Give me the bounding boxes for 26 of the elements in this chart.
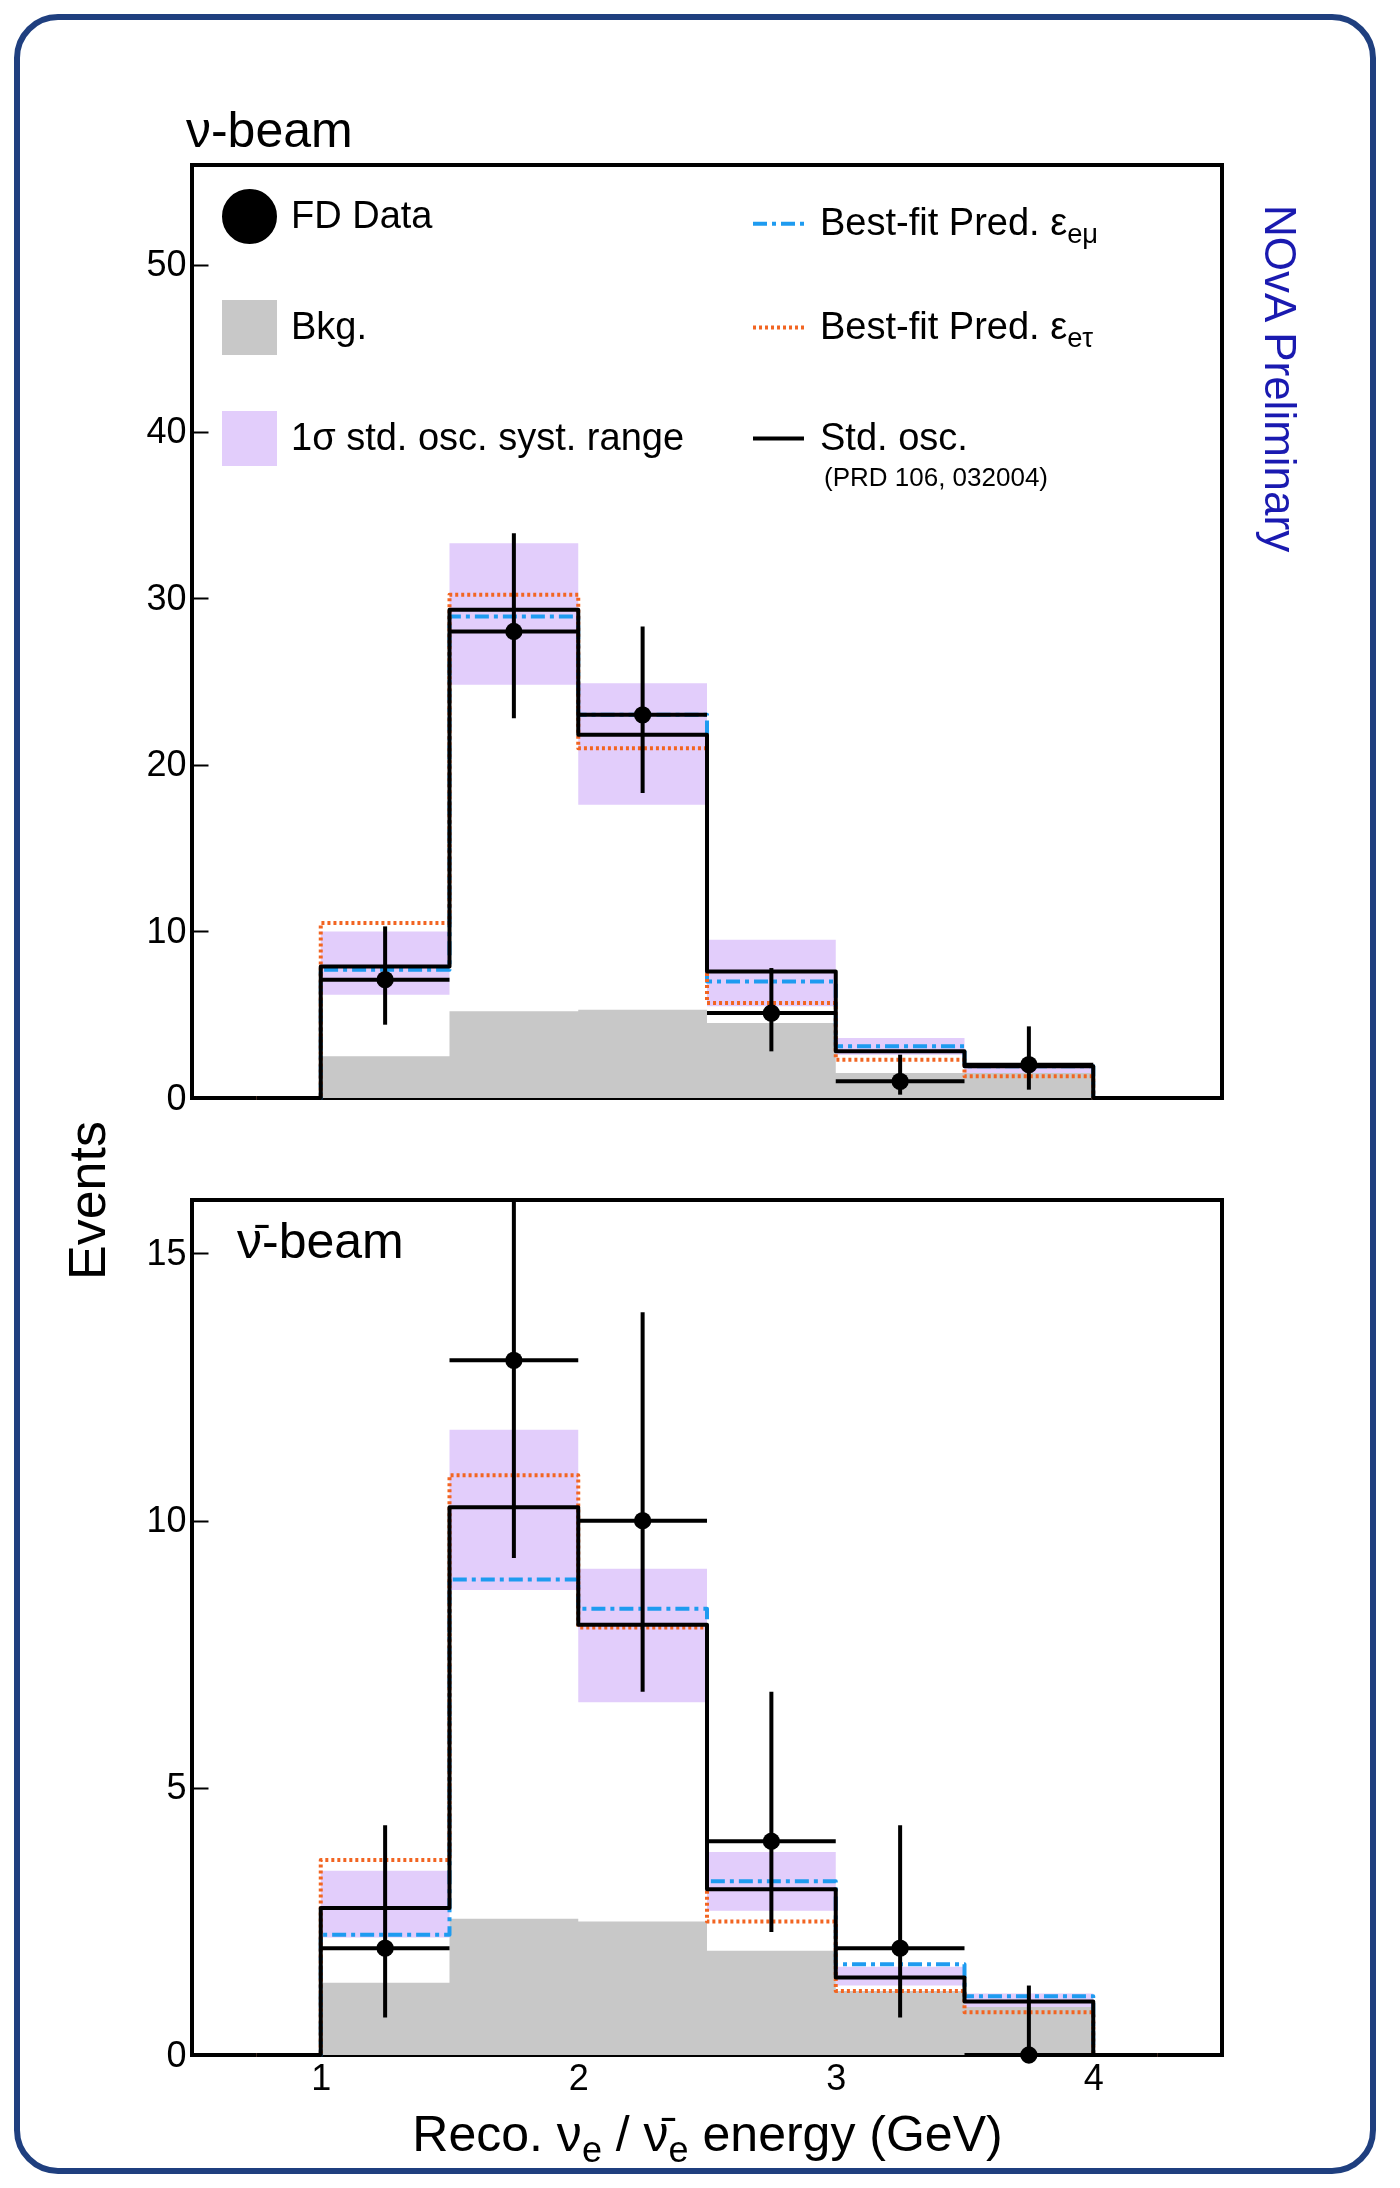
- x-axis-title: Reco. ν$_{e}$ / ν̄$_{e}$ energy (GeV): [412, 2105, 1003, 2170]
- x-tick-label: 2: [568, 2056, 589, 2098]
- y-tick-label: 10: [146, 909, 187, 951]
- y-tick-label: 15: [146, 1231, 187, 1273]
- y-tick-label: 40: [146, 410, 187, 452]
- chart-title: ν̄-beam: [237, 1213, 404, 1269]
- legend-label: Best-fit Pred. ε$_{eτ}$: [820, 304, 1094, 353]
- x-tick-label: 1: [311, 2056, 332, 2098]
- y-tick-label: 30: [146, 576, 187, 618]
- x-tick-label: 3: [826, 2056, 847, 2098]
- y-tick-label: 10: [146, 1499, 187, 1541]
- text: NOvA Preliminary: [1256, 205, 1305, 553]
- y-tick-label: 50: [146, 243, 187, 285]
- y-tick-label: 5: [166, 1766, 187, 1808]
- y-tick-label: 20: [146, 743, 187, 785]
- legend-label: Best-fit Pred. ε$_{eμ}$: [820, 200, 1099, 250]
- y-tick-label: 0: [166, 1076, 187, 1118]
- chart-title: ν-beam: [185, 102, 353, 158]
- y-axis-title: Events: [58, 1121, 117, 1280]
- annotation: (PRD 106, 032004): [824, 462, 1049, 492]
- x-tick-label: 4: [1083, 2056, 1104, 2098]
- legend-label: FD Data: [291, 193, 434, 236]
- legend-label: Std. osc.: [820, 415, 968, 458]
- legend-label: Bkg.: [291, 304, 368, 347]
- legend-label: 1σ std. osc. syst. range: [291, 415, 685, 458]
- y-tick-label: 0: [166, 2033, 187, 2075]
